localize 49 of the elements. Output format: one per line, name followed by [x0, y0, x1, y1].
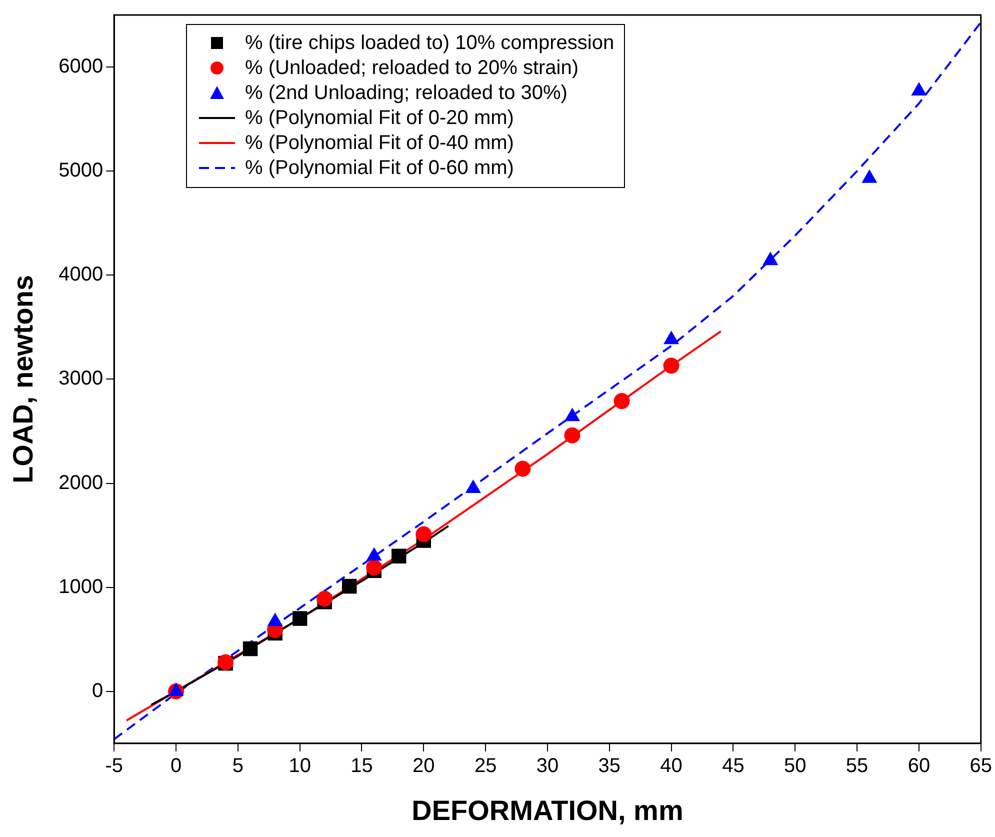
point: [564, 427, 580, 444]
x-tick-label: 25: [474, 754, 497, 777]
x-tick-label: 5: [232, 754, 244, 777]
x-tick-label: 35: [598, 754, 621, 777]
x-tick-label: 45: [722, 754, 744, 777]
x-tick-label: -5: [105, 754, 123, 777]
point: [565, 408, 580, 422]
point: [367, 548, 382, 561]
legend-label: % (Polynomial Fit of 0-60 mm): [245, 156, 514, 181]
legend-label: % (Polynomial Fit of 0-20 mm): [245, 106, 514, 131]
point: [763, 252, 778, 266]
line-series: [114, 21, 981, 740]
y-tick-label: 0: [92, 680, 104, 702]
point: [316, 590, 333, 607]
point: [392, 548, 406, 564]
x-tick-label: 20: [412, 754, 435, 777]
x-tick-label: 15: [350, 754, 373, 777]
y-tick-label: 6000: [58, 56, 104, 78]
x-tick-label: 30: [536, 754, 559, 777]
point: [416, 526, 432, 542]
x-tick-label: 10: [288, 754, 311, 777]
x-tick-label: 0: [170, 754, 182, 777]
legend-label: % (Unloaded; reloaded to 20% strain): [245, 56, 579, 81]
y-tick-label: 2000: [58, 472, 104, 494]
point: [242, 641, 258, 656]
y-tick-label: 1000: [58, 576, 104, 598]
x-tick-label: 40: [660, 754, 682, 777]
legend-label: % (2nd Unloading; reloaded to 30%): [245, 81, 568, 106]
point: [342, 578, 357, 594]
point: [466, 480, 480, 493]
y-tick-label: 5000: [58, 160, 104, 182]
point: [614, 393, 630, 410]
x-tick-label: 60: [908, 754, 930, 777]
y-axis-title: LOAD, newtons: [8, 274, 39, 484]
x-tick-label: 55: [846, 754, 868, 777]
point: [292, 611, 308, 626]
y-tick-label: 4000: [58, 264, 104, 286]
x-tick-label: 65: [970, 754, 992, 777]
point: [366, 560, 382, 576]
point: [862, 170, 876, 183]
point: [912, 82, 926, 96]
legend-label: % (tire chips loaded to) 10% compression: [245, 31, 614, 56]
point: [664, 332, 678, 344]
legend-label: % (Polynomial Fit of 0-40 mm): [245, 131, 514, 156]
point: [663, 358, 680, 374]
x-tick-label: 50: [784, 754, 806, 777]
x-axis-title: DEFORMATION, mm: [412, 794, 684, 826]
point: [514, 460, 531, 477]
y-tick-label: 3000: [58, 368, 104, 390]
